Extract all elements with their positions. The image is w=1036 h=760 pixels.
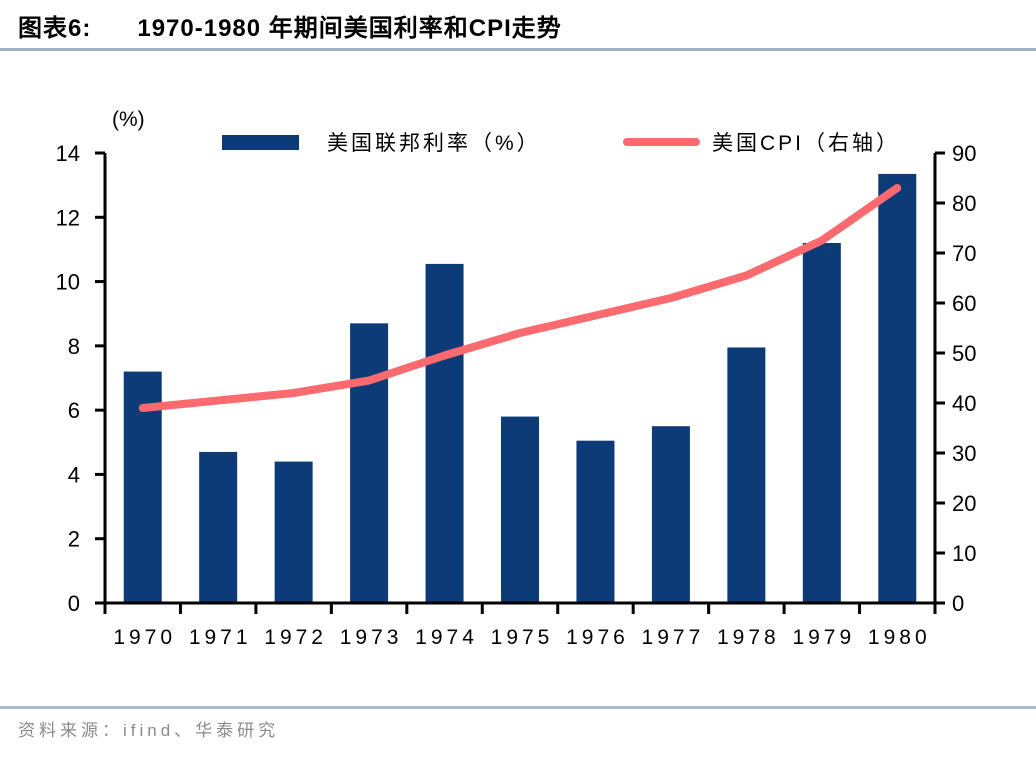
bar-1976 — [576, 440, 615, 603]
x-label-1973: 1973 — [340, 626, 403, 649]
right-tick-label-0: 0 — [952, 591, 964, 616]
left-tick-label-2: 2 — [68, 527, 80, 552]
bar-1979 — [802, 243, 841, 603]
left-tick-label-12: 12 — [56, 205, 80, 230]
x-label-1975: 1975 — [491, 626, 554, 649]
line-series-swatch — [623, 138, 700, 146]
x-label-1978: 1978 — [717, 626, 780, 649]
right-tick-label-70: 70 — [952, 241, 976, 266]
figure-header: 图表6: 1970-1980 年期间美国利率和CPI走势 — [18, 8, 562, 43]
x-label-1970: 1970 — [113, 626, 176, 649]
right-tick-label-90: 90 — [952, 141, 976, 166]
right-tick-label-10: 10 — [952, 541, 976, 566]
footer-divider — [0, 706, 1036, 709]
x-label-1977: 1977 — [642, 626, 705, 649]
x-label-1980: 1980 — [868, 626, 931, 649]
figure-number: 图表6: — [18, 15, 92, 42]
bar-1978 — [727, 347, 766, 603]
x-label-1971: 1971 — [189, 626, 252, 649]
bar-1973 — [350, 323, 389, 603]
bar-series-label: 美国联邦利率（%） — [327, 132, 541, 155]
x-label-1976: 1976 — [566, 626, 629, 649]
legend-item-cpi: 美国CPI（右轴） — [623, 127, 900, 157]
right-tick-label-20: 20 — [952, 491, 976, 516]
title-divider — [0, 48, 1036, 51]
line-series-label: 美国CPI（右轴） — [712, 132, 901, 155]
right-tick-label-80: 80 — [952, 191, 976, 216]
left-tick-label-10: 10 — [56, 270, 80, 295]
right-tick-label-60: 60 — [952, 291, 976, 316]
left-axis-unit-label: (%) — [112, 108, 145, 131]
bar-1972 — [274, 461, 313, 603]
x-label-1979: 1979 — [792, 626, 855, 649]
bar-1980 — [878, 173, 917, 603]
left-tick-label-0: 0 — [68, 591, 80, 616]
left-tick-label-8: 8 — [68, 334, 80, 359]
figure-title: 1970-1980 年期间美国利率和CPI走势 — [137, 15, 562, 42]
right-tick-label-40: 40 — [952, 391, 976, 416]
right-tick-label-30: 30 — [952, 441, 976, 466]
source-note: 资料来源：ifind、华泰研究 — [18, 721, 280, 740]
bar-1977 — [651, 426, 690, 603]
bar-1971 — [199, 451, 238, 603]
bar-1974 — [425, 263, 464, 603]
left-tick-label-4: 4 — [68, 462, 80, 487]
x-label-1974: 1974 — [415, 626, 478, 649]
right-tick-label-50: 50 — [952, 341, 976, 366]
bar-series-swatch — [222, 134, 299, 150]
cpi-line — [138, 184, 902, 412]
legend-item-fed-rate: 美国联邦利率（%） — [222, 127, 541, 157]
x-label-1972: 1972 — [264, 626, 327, 649]
bar-1975 — [501, 416, 539, 603]
left-tick-label-6: 6 — [68, 398, 80, 423]
left-tick-label-14: 14 — [56, 141, 80, 166]
